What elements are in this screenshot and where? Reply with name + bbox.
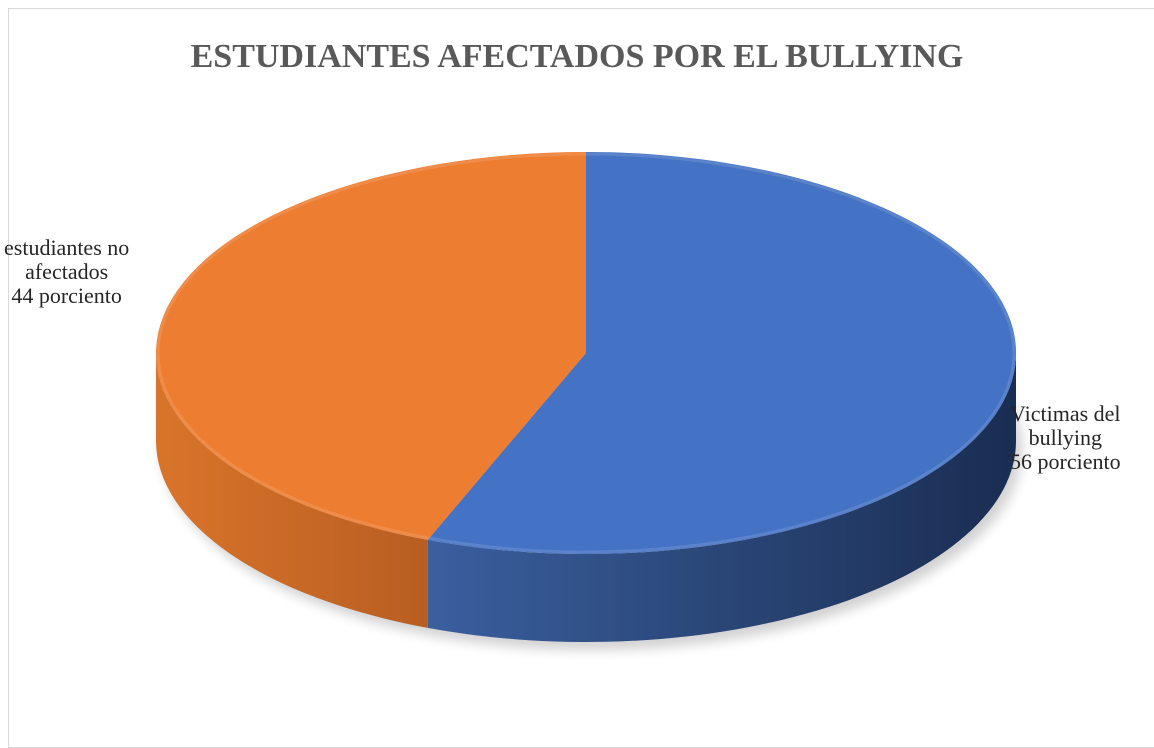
data-label-victimas: Victimas del bullying 56 porciento xyxy=(1010,401,1121,474)
pie-side-0 xyxy=(427,353,1017,642)
pie-slice-0 xyxy=(427,152,1017,554)
pie-rim-highlight xyxy=(156,152,1016,554)
chart-title: ESTUDIANTES AFECTADOS POR EL BULLYING xyxy=(190,38,964,75)
data-label-no-afectados: estudiantes no afectados 44 porciento xyxy=(4,235,130,308)
pie-side-1 xyxy=(156,353,428,628)
pie-slice-1 xyxy=(156,152,586,540)
